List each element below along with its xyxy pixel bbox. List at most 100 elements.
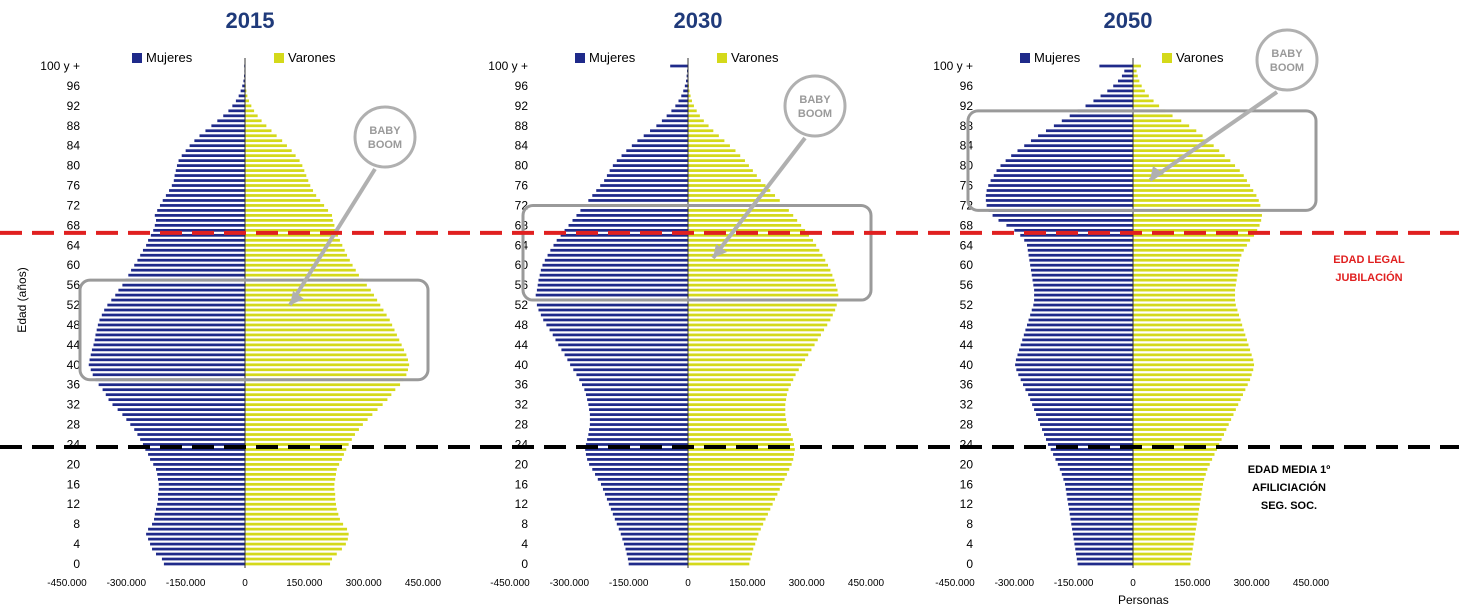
- bar-varones-38: [245, 373, 407, 377]
- x-tick-label: -450.000: [490, 578, 530, 589]
- bar-varones-46: [688, 333, 821, 337]
- bar-varones-15: [688, 487, 780, 491]
- bar-mujeres-32: [1032, 403, 1133, 407]
- bar-varones-77: [1133, 179, 1247, 182]
- y-tick-label: 80: [960, 159, 974, 173]
- bar-varones-47: [245, 328, 395, 332]
- bar-mujeres-12: [157, 502, 245, 506]
- bar-varones-72: [1133, 204, 1261, 207]
- bar-mujeres-71: [580, 209, 688, 212]
- y-tick-label: 56: [960, 278, 974, 292]
- baby-boom-bubble: BABY BOOM: [711, 74, 847, 260]
- bar-varones-75: [245, 189, 314, 192]
- y-tick-label: 84: [960, 139, 974, 153]
- bar-varones-30: [245, 413, 373, 416]
- bar-mujeres-100: [670, 64, 688, 68]
- legend-swatch-varones: [274, 53, 284, 63]
- bar-varones-89: [688, 119, 704, 123]
- bar-mujeres-17: [597, 477, 688, 481]
- x-tick-label: -300.000: [995, 578, 1035, 589]
- bar-varones-18: [1133, 472, 1206, 476]
- bar-varones-45: [688, 338, 818, 342]
- bar-varones-99: [1133, 69, 1137, 73]
- bar-varones-9: [1133, 517, 1198, 521]
- bar-mujeres-40: [1015, 363, 1133, 367]
- bar-mujeres-4: [623, 542, 688, 546]
- bar-mujeres-92: [232, 104, 245, 108]
- bar-mujeres-90: [1069, 114, 1133, 118]
- bar-mujeres-51: [104, 308, 246, 312]
- bar-mujeres-13: [606, 497, 688, 501]
- bar-mujeres-89: [217, 119, 245, 123]
- bar-mujeres-9: [154, 517, 245, 521]
- bar-mujeres-98: [686, 74, 688, 78]
- bar-mujeres-69: [572, 219, 688, 222]
- bar-mujeres-11: [156, 507, 245, 511]
- bar-mujeres-77: [604, 179, 688, 182]
- bar-varones-27: [245, 428, 359, 431]
- bar-mujeres-81: [1005, 159, 1133, 162]
- bar-varones-29: [1133, 418, 1232, 421]
- y-tick-label: 16: [960, 477, 974, 491]
- bar-mujeres-55: [536, 288, 688, 292]
- bar-mujeres-73: [588, 199, 688, 202]
- bar-varones-84: [245, 144, 287, 148]
- chart-title: 2015: [226, 8, 275, 33]
- bar-varones-8: [1133, 522, 1197, 526]
- bar-mujeres-40: [88, 363, 245, 367]
- bar-varones-31: [688, 408, 786, 411]
- y-tick-label: 88: [67, 119, 81, 133]
- bar-varones-60: [1133, 263, 1240, 267]
- x-tick-label: 450.000: [848, 578, 885, 589]
- bar-mujeres-49: [543, 318, 688, 322]
- bar-mujeres-32: [112, 403, 246, 407]
- legend-swatch-varones: [1162, 53, 1172, 63]
- bar-varones-2: [1133, 552, 1192, 556]
- bar-mujeres-97: [243, 79, 245, 83]
- bar-mujeres-3: [625, 547, 688, 551]
- bar-varones-61: [688, 258, 826, 262]
- baby-boom-arrow: [1148, 90, 1279, 182]
- baby-boom-bubble: BABY BOOM: [288, 105, 417, 307]
- bar-varones-70: [688, 214, 794, 217]
- bar-varones-8: [688, 522, 764, 526]
- bar-varones-1: [1133, 557, 1192, 561]
- retirement-annotation-line: EDAD LEGAL: [1333, 254, 1405, 266]
- bar-varones-72: [245, 204, 325, 207]
- bar-varones-46: [245, 333, 397, 337]
- y-tick-label: 88: [515, 119, 529, 133]
- baby-boom-box: [78, 278, 430, 382]
- bar-mujeres-77: [990, 179, 1133, 182]
- bar-varones-56: [688, 283, 836, 287]
- bar-varones-82: [1133, 154, 1225, 158]
- bubble-text: BABY: [1271, 48, 1303, 60]
- bar-mujeres-94: [1100, 94, 1133, 98]
- bar-mujeres-79: [996, 169, 1133, 172]
- bar-mujeres-52: [1033, 303, 1133, 307]
- bar-mujeres-61: [137, 258, 245, 262]
- y-tick-label: 64: [515, 238, 529, 252]
- bar-varones-49: [1133, 318, 1241, 322]
- bar-mujeres-22: [1053, 453, 1133, 456]
- y-tick-label: 44: [515, 338, 529, 352]
- bar-mujeres-73: [162, 199, 245, 202]
- bar-mujeres-35: [1025, 388, 1133, 392]
- bar-varones-17: [688, 477, 785, 481]
- affiliation-age-annotation: EDAD MEDIA 1º AFILICIACIÓN SEG. SOC.: [1248, 464, 1330, 512]
- x-tick-label: 150.000: [1174, 578, 1211, 589]
- bar-varones-78: [688, 174, 757, 177]
- y-tick-label: 64: [67, 238, 81, 252]
- bar-varones-10: [1133, 512, 1199, 516]
- bar-varones-59: [245, 268, 356, 272]
- arrowhead: [290, 291, 304, 305]
- bar-mujeres-7: [1072, 527, 1133, 531]
- bar-varones-93: [245, 99, 249, 103]
- bar-mujeres-96: [1113, 84, 1133, 88]
- bar-mujeres-81: [616, 159, 688, 162]
- x-tick-label: -150.000: [609, 578, 649, 589]
- bar-mujeres-5: [1073, 537, 1133, 541]
- bar-mujeres-82: [621, 154, 688, 158]
- bar-varones-0: [1133, 562, 1191, 566]
- bar-varones-21: [245, 458, 342, 461]
- bar-mujeres-57: [1032, 278, 1133, 282]
